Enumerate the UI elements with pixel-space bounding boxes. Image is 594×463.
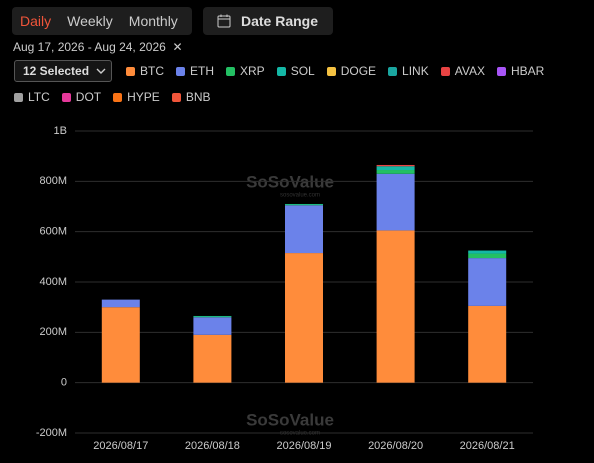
legend-swatch: [226, 66, 235, 76]
tab[interactable]: Weekly: [67, 13, 113, 29]
button-label: Date Range: [241, 13, 319, 29]
y-tick-label: 1B: [54, 125, 67, 137]
x-tick-label: 2026/08/20: [368, 440, 423, 452]
watermark: SoSoValue: [246, 410, 334, 429]
legend-label: SOL: [290, 64, 315, 78]
watermark-url: sosovalue.com: [280, 431, 320, 437]
legend-label: BNB: [185, 90, 211, 104]
clear-icon[interactable]: ✕: [172, 40, 183, 54]
legend-item[interactable]: LINK: [388, 60, 429, 82]
selector-label: 12 Selected: [23, 64, 90, 78]
legend-item[interactable]: HYPE: [113, 86, 160, 108]
legend-label: DOGE: [340, 64, 377, 78]
bar-segment: [376, 164, 415, 167]
legend-swatch: [388, 66, 398, 76]
bar-segment: [193, 316, 232, 318]
y-tick-label: 400M: [39, 276, 67, 288]
watermark: SoSoValue: [246, 172, 334, 191]
legend-swatch: [61, 92, 71, 102]
tab[interactable]: Daily: [20, 13, 52, 29]
x-tick-label: 2026/08/19: [276, 440, 331, 452]
bar-segment: [285, 253, 323, 383]
legend-label: AVAX: [454, 64, 485, 78]
legend-swatch: [126, 66, 135, 76]
date-range: Aug 17, 2026 - Aug 24, 2026 ✕: [13, 40, 183, 54]
date-text: Aug 17, 2026 - Aug 24, 2026: [13, 40, 166, 54]
y-tick-label: 0: [61, 377, 67, 389]
x-tick-label: 2026/08/18: [185, 440, 240, 452]
bar-segment: [193, 317, 232, 335]
legend-swatch: [440, 66, 450, 76]
y-tick-label: 200M: [39, 326, 67, 338]
legend: 12 Selected BTC ETH XRP SOL DOGE LINK AVAX HBAR…: [14, 60, 584, 108]
legend-label: LTC: [28, 90, 50, 104]
bar-segment: [376, 170, 415, 174]
date-range-button[interactable]: Date Range: [203, 7, 333, 35]
legend-item[interactable]: ETH: [176, 60, 214, 82]
legend-swatch: [176, 66, 185, 76]
y-tick-label: -200M: [36, 427, 67, 439]
legend-label: LINK: [402, 64, 429, 78]
legend-swatch: [276, 66, 286, 76]
bar-segment: [468, 305, 507, 383]
tab[interactable]: Monthly: [128, 13, 178, 29]
legend-item[interactable]: SOL: [276, 60, 315, 82]
bar-segment: [376, 173, 415, 231]
bar-segment: [376, 166, 415, 171]
calendar-icon: [217, 14, 231, 28]
legend-item[interactable]: HBAR: [496, 60, 545, 82]
chevron: [96, 68, 106, 74]
y-tick-label: 600M: [39, 226, 67, 238]
y-tick-label: 800M: [39, 175, 67, 187]
bar-segment: [101, 299, 140, 308]
legend-label: XRP: [240, 64, 265, 78]
legend-item[interactable]: DOGE: [326, 60, 377, 82]
legend-item[interactable]: XRP: [226, 60, 265, 82]
bar-segment: [468, 258, 507, 306]
bar-segment: [101, 307, 140, 383]
bar-segment: [468, 250, 507, 254]
bar-segment: [285, 205, 323, 254]
legend-swatch: [496, 66, 506, 76]
legend-swatch: [171, 92, 181, 102]
legend-label: BTC: [140, 64, 164, 78]
watermark-url: sosovalue.com: [280, 193, 320, 199]
legend-swatch: [326, 66, 336, 76]
legend-item[interactable]: BNB: [171, 86, 211, 108]
legend-item[interactable]: LTC: [14, 86, 50, 108]
series-selector[interactable]: 12 Selected: [14, 60, 112, 82]
legend-item[interactable]: AVAX: [440, 60, 485, 82]
bar-segment: [285, 204, 323, 206]
bar-segment: [376, 230, 415, 383]
bar-segment: [193, 334, 232, 383]
legend-item[interactable]: BTC: [126, 60, 164, 82]
legend-label: HYPE: [127, 90, 160, 104]
x-tick-label: 2026/08/17: [93, 440, 148, 452]
x-tick-label: 2026/08/21: [460, 440, 515, 452]
legend-label: ETH: [190, 64, 214, 78]
legend-label: DOT: [75, 90, 102, 104]
bar-segment: [285, 203, 323, 205]
period-tabs: Daily Weekly Monthly: [12, 7, 192, 35]
legend-swatch: [14, 92, 23, 102]
legend-label: HBAR: [510, 64, 545, 78]
bar-segment: [468, 253, 507, 259]
bar-segment: [193, 315, 232, 317]
legend-swatch: [113, 92, 123, 102]
legend-item[interactable]: DOT: [61, 86, 102, 108]
